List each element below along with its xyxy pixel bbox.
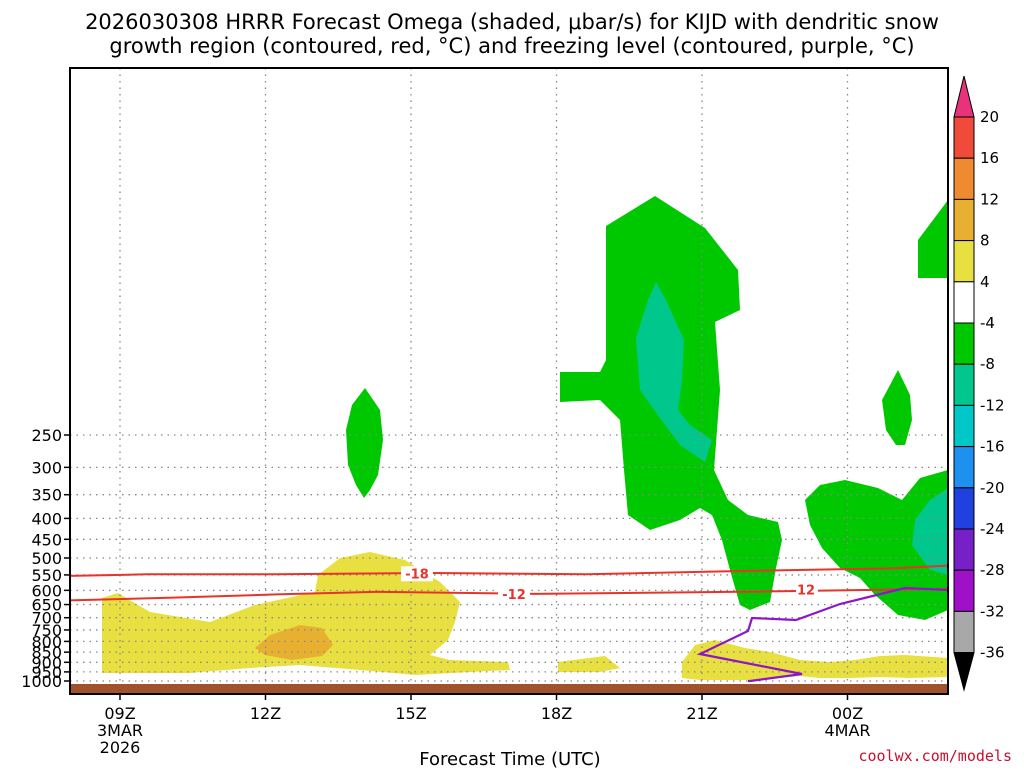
y-axis-pressure-ticks: 250 300 350 400 4505005506006507007508008509… [21,426,70,691]
x-tick-label: 15Z [395,704,426,723]
colorbar-segment [953,528,975,571]
y-tick-label: 650 [31,596,62,615]
colorbar-segment [953,446,975,489]
x-tick-label: 12Z [250,704,281,723]
y-tick-label: 300 [31,458,62,477]
contour-label-bg [498,587,530,603]
chart-title-line-1: 2026030308 HRRR Forecast Omega (shaded, … [85,10,939,34]
credit-text: coolwx.com/models [858,747,1012,765]
omega-colorbar: 20 16 12 8 4 -4 -8 -12 -16 -20 -24 -28 -32 -36 [953,75,1005,692]
y-tick-label: 950 [31,663,62,682]
contour-lines: -18 -12 12 [69,564,949,683]
y-tick-label: 800 [31,632,62,651]
omega-region-teal-right [912,488,948,575]
colorbar-tick-label: 16 [980,149,999,167]
y-tick-label: 900 [31,653,62,672]
y-tick-label: 450 [31,530,62,549]
omega-region-green-right-top [918,200,948,278]
colorbar-segment [953,240,975,283]
colorbar-tick-label: 8 [980,232,990,250]
colorbar-tick-label: -12 [980,396,1005,414]
omega-region-green-right-low [805,470,948,620]
ground-bar [70,684,948,694]
dgz-contour-line [69,564,949,577]
y-tick-label: 550 [31,566,62,585]
omega-shading [102,196,948,680]
x-tick-label: 09Z [104,704,135,723]
colorbar-segment [953,487,975,530]
x-tick-label: 21Z [686,704,717,723]
contour-label: 12 [797,583,815,598]
omega-region-orange-core [255,625,333,660]
colorbar-segment [953,157,975,200]
omega-region-green-left [346,388,383,498]
omega-region-green-right-mid [882,370,912,445]
colorbar-tick-label: -24 [980,520,1005,538]
y-tick-label: 500 [31,549,62,568]
y-tick-label: 350 [31,486,62,505]
colorbar-tick-label: -16 [980,438,1005,456]
y-tick-label: 700 [31,609,62,628]
colorbar-segment [953,198,975,242]
contour-label-bg [401,566,433,582]
y-tick-label: 750 [31,621,62,640]
omega-region-yellow-left [102,552,510,675]
plot-frame [69,67,949,695]
colorbar-tick-label: -36 [980,644,1005,662]
contour-label: -18 [405,567,429,582]
colorbar-tick-label: 20 [980,108,999,126]
colorbar-segment [953,404,975,448]
colorbar-tick-label: -20 [980,479,1005,497]
chart-title-line-2: growth region (contoured, red, °C) and f… [109,34,914,58]
omega-region-teal-core [636,282,712,462]
y-tick-label: 1000 [21,672,62,691]
omega-region-yellow-right [682,640,948,680]
x-tick-label: 18Z [541,704,572,723]
colorbar-tick-label: -4 [980,314,995,332]
y-tick-label: 400 [31,509,62,528]
plot-area: -18 -12 12 [69,67,949,695]
x-tick-date-label: 4MAR [824,721,870,740]
y-tick-label: 850 [31,643,62,662]
colorbar-segment [953,363,975,406]
colorbar-tick-label: -32 [980,602,1005,620]
contour-label: -12 [502,588,526,603]
colorbar-segment [953,610,975,654]
x-tick-year-label: 2026 [100,738,141,757]
colorbar-bottom-arrow [953,652,975,692]
colorbar-segment [953,569,975,612]
colorbar-tick-label: 4 [980,273,990,291]
x-axis-label: Forecast Time (UTC) [419,749,600,768]
colorbar-segment [953,116,975,159]
x-tick-date-label: 3MAR [97,721,143,740]
y-tick-label: 250 [31,426,62,445]
freezing-level-contour [696,586,949,683]
colorbar-segment [953,322,975,365]
colorbar-top-arrow [953,75,975,118]
y-tick-label: 600 [31,581,62,600]
x-tick-label: 00Z [832,704,863,723]
contour-label-bg [796,581,818,596]
colorbar-tick-label: -28 [980,561,1005,579]
dgz-contour-line [69,587,949,602]
colorbar-segment [953,281,975,324]
omega-region-yellow-mid [558,656,620,672]
colorbar-tick-label: 12 [980,190,999,208]
colorbar-tick-label: -8 [980,355,995,373]
